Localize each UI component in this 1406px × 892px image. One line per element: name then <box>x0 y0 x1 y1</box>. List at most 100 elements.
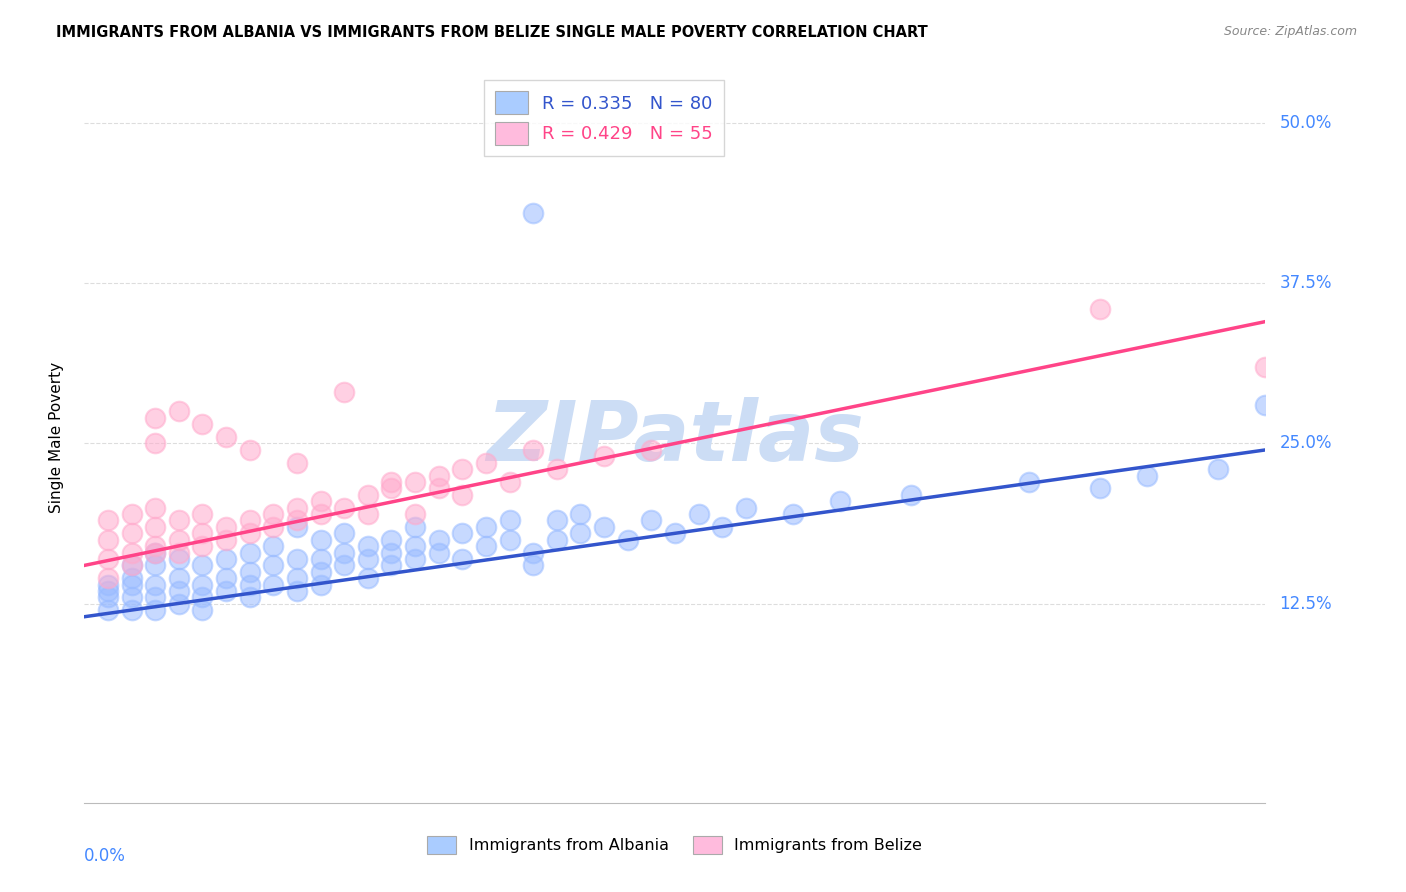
Point <box>262 507 284 521</box>
Point <box>167 404 190 418</box>
Point <box>239 442 262 457</box>
Point <box>239 545 262 559</box>
Point <box>97 533 120 547</box>
Point <box>191 526 214 541</box>
Point <box>333 545 356 559</box>
Point <box>357 552 380 566</box>
Point <box>593 450 616 464</box>
Point <box>167 552 190 566</box>
Point <box>215 520 238 534</box>
Point <box>427 482 450 496</box>
Point <box>475 520 498 534</box>
Text: 25.0%: 25.0% <box>1279 434 1331 452</box>
Point <box>427 533 450 547</box>
Text: 0.0%: 0.0% <box>84 847 127 864</box>
Point <box>285 584 308 599</box>
Point <box>475 539 498 553</box>
Point <box>522 558 544 573</box>
Point <box>404 520 426 534</box>
Point <box>285 520 308 534</box>
Point <box>239 577 262 591</box>
Point <box>97 552 120 566</box>
Point <box>357 488 380 502</box>
Point <box>121 545 143 559</box>
Point <box>1254 398 1277 412</box>
Point <box>664 526 686 541</box>
Point <box>215 552 238 566</box>
Point <box>121 603 143 617</box>
Point <box>357 571 380 585</box>
Point <box>830 494 852 508</box>
Point <box>451 552 474 566</box>
Point <box>498 533 520 547</box>
Point <box>97 584 120 599</box>
Point <box>380 482 402 496</box>
Point <box>143 500 166 515</box>
Point <box>782 507 804 521</box>
Point <box>309 533 332 547</box>
Point <box>97 591 120 605</box>
Text: ZIPatlas: ZIPatlas <box>486 397 863 477</box>
Point <box>522 545 544 559</box>
Point <box>309 494 332 508</box>
Point <box>522 442 544 457</box>
Point <box>167 514 190 528</box>
Point <box>900 488 922 502</box>
Point <box>215 430 238 444</box>
Point <box>380 545 402 559</box>
Point <box>357 539 380 553</box>
Point <box>546 462 568 476</box>
Point <box>262 577 284 591</box>
Point <box>1018 475 1040 489</box>
Point <box>143 520 166 534</box>
Point <box>640 514 662 528</box>
Point <box>167 571 190 585</box>
Point <box>167 533 190 547</box>
Point <box>593 520 616 534</box>
Point <box>262 558 284 573</box>
Point <box>239 526 262 541</box>
Point <box>143 545 166 559</box>
Point <box>309 552 332 566</box>
Point <box>1088 301 1111 316</box>
Point <box>285 500 308 515</box>
Point <box>262 539 284 553</box>
Point <box>309 507 332 521</box>
Point <box>569 526 592 541</box>
Text: 12.5%: 12.5% <box>1279 595 1331 613</box>
Point <box>285 552 308 566</box>
Point <box>309 565 332 579</box>
Point <box>498 514 520 528</box>
Point <box>380 558 402 573</box>
Point <box>167 597 190 611</box>
Point <box>522 205 544 219</box>
Point <box>380 533 402 547</box>
Point <box>215 533 238 547</box>
Point <box>191 603 214 617</box>
Point <box>121 558 143 573</box>
Point <box>711 520 734 534</box>
Point <box>640 442 662 457</box>
Point <box>239 565 262 579</box>
Point <box>285 571 308 585</box>
Point <box>333 500 356 515</box>
Point <box>97 571 120 585</box>
Point <box>239 591 262 605</box>
Point <box>191 539 214 553</box>
Point <box>143 539 166 553</box>
Point <box>191 558 214 573</box>
Point <box>546 533 568 547</box>
Point <box>285 514 308 528</box>
Point <box>121 507 143 521</box>
Point <box>333 526 356 541</box>
Point <box>734 500 756 515</box>
Point <box>239 514 262 528</box>
Point <box>357 507 380 521</box>
Point <box>1254 359 1277 374</box>
Point <box>97 577 120 591</box>
Point <box>121 558 143 573</box>
Text: 37.5%: 37.5% <box>1279 274 1331 292</box>
Point <box>475 456 498 470</box>
Point <box>380 475 402 489</box>
Point <box>143 545 166 559</box>
